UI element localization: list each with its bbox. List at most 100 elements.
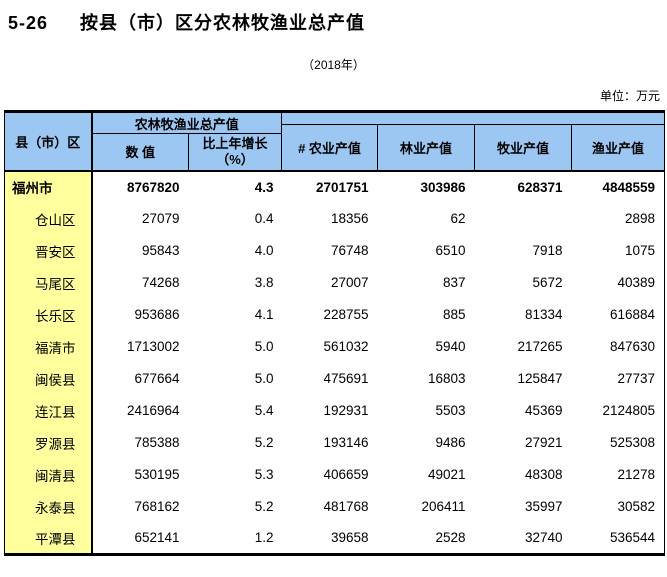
value-cell: 652141	[91, 522, 189, 555]
agriculture-cell: 193146	[281, 426, 378, 459]
fishery-cell: 2898	[571, 202, 665, 235]
value-cell: 953686	[91, 298, 189, 331]
table-body: 福州市 8767820 4.3 2701751 303986 628371 48…	[4, 169, 665, 555]
husbandry-cell: 217265	[474, 330, 572, 363]
table-row: 马尾区 74268 3.8 27007 837 5672 40389	[4, 266, 665, 299]
region-cell: 闽侯县	[4, 362, 93, 395]
agriculture-cell: 228755	[281, 298, 378, 331]
table-header: 县（市）区 农林牧渔业总产值 # 农业产值 林业产值 牧业产值 渔业产值 数 值…	[4, 111, 666, 171]
unit-label: 单位：万元	[599, 89, 660, 103]
value-cell: 8767820	[91, 169, 189, 203]
forestry-cell: 6510	[377, 234, 475, 267]
table-row: 闽清县 530195 5.3 406659 49021 48308 21278	[4, 458, 665, 491]
husbandry-cell: 5672	[474, 266, 572, 299]
header-fishery: 渔业产值	[571, 124, 666, 171]
agriculture-cell: 2701751	[281, 169, 378, 203]
husbandry-cell: 7918	[474, 234, 572, 267]
fishery-cell: 30582	[571, 490, 665, 523]
region-cell: 平潭县	[4, 522, 93, 555]
forestry-cell: 5503	[377, 394, 475, 427]
fishery-cell: 27737	[571, 362, 665, 395]
region-cell: 罗源县	[4, 426, 93, 459]
forestry-cell: 2528	[377, 522, 475, 555]
husbandry-cell: 27921	[474, 426, 572, 459]
husbandry-cell: 125847	[474, 362, 572, 395]
table-row: 晋安区 95843 4.0 76748 6510 7918 1075	[4, 234, 665, 267]
fishery-cell: 40389	[571, 266, 665, 299]
agriculture-cell: 76748	[281, 234, 378, 267]
agriculture-cell: 18356	[281, 202, 378, 235]
forestry-cell: 5940	[377, 330, 475, 363]
table-row: 福州市 8767820 4.3 2701751 303986 628371 48…	[4, 169, 665, 203]
forestry-cell: 206411	[377, 490, 475, 523]
header-growth-line1: 比上年增长	[202, 135, 268, 151]
value-cell: 27079	[91, 202, 189, 235]
table-row: 连江县 2416964 5.4 192931 5503 45369 212480…	[4, 394, 665, 427]
husbandry-cell: 35997	[474, 490, 572, 523]
header-forestry: 林业产值	[377, 124, 476, 171]
stat-table: 县（市）区 农林牧渔业总产值 # 农业产值 林业产值 牧业产值 渔业产值 数 值…	[4, 110, 666, 556]
table-row: 福清市 1713002 5.0 561032 5940 217265 84763…	[4, 330, 665, 363]
growth-cell: 4.1	[188, 298, 282, 331]
table-row: 永泰县 768162 5.2 481768 206411 35997 30582	[4, 490, 665, 523]
husbandry-cell: 628371	[474, 169, 572, 203]
fishery-cell: 525308	[571, 426, 665, 459]
forestry-cell: 16803	[377, 362, 475, 395]
forestry-cell: 9486	[377, 426, 475, 459]
header-region: 县（市）区	[4, 111, 93, 171]
growth-cell: 4.0	[188, 234, 282, 267]
fishery-cell: 536544	[571, 522, 665, 555]
agriculture-cell: 27007	[281, 266, 378, 299]
value-cell: 1713002	[91, 330, 189, 363]
fishery-cell: 847630	[571, 330, 665, 363]
fishery-cell: 2124805	[571, 394, 665, 427]
header-total-group: 农林牧渔业总产值	[90, 111, 283, 134]
page-title: 按县（市）区分农林牧渔业总产值	[80, 13, 366, 33]
value-cell: 768162	[91, 490, 189, 523]
husbandry-cell	[474, 202, 572, 235]
growth-cell: 0.4	[188, 202, 282, 235]
table-number: 5-26	[8, 13, 49, 33]
growth-cell: 5.2	[188, 426, 282, 459]
region-cell: 福清市	[4, 330, 93, 363]
agriculture-cell: 192931	[281, 394, 378, 427]
agriculture-cell: 561032	[281, 330, 378, 363]
region-cell: 仓山区	[4, 202, 93, 235]
forestry-cell: 837	[377, 266, 475, 299]
fishery-cell: 1075	[571, 234, 665, 267]
region-cell: 永泰县	[4, 490, 93, 523]
header-blank-strip	[281, 111, 666, 125]
fishery-cell: 21278	[571, 458, 665, 491]
header-value: 数 值	[91, 133, 189, 171]
title-row: 5-26 按县（市）区分农林牧渔业总产值	[0, 0, 667, 35]
header-growth-line2: （%）	[216, 151, 254, 167]
header-husbandry: 牧业产值	[474, 124, 573, 171]
value-cell: 74268	[91, 266, 189, 299]
agriculture-cell: 481768	[281, 490, 378, 523]
value-cell: 785388	[91, 426, 189, 459]
region-cell: 晋安区	[4, 234, 93, 267]
region-cell: 福州市	[4, 169, 93, 203]
table-row: 仓山区 27079 0.4 18356 62 2898	[4, 202, 665, 235]
value-cell: 677664	[91, 362, 189, 395]
fishery-cell: 616884	[571, 298, 665, 331]
husbandry-cell: 48308	[474, 458, 572, 491]
region-cell: 马尾区	[4, 266, 93, 299]
growth-cell: 5.4	[188, 394, 282, 427]
forestry-cell: 885	[377, 298, 475, 331]
fishery-cell: 4848559	[571, 169, 665, 203]
agriculture-cell: 475691	[281, 362, 378, 395]
forestry-cell: 303986	[377, 169, 475, 203]
table-row: 罗源县 785388 5.2 193146 9486 27921 525308	[4, 426, 665, 459]
growth-cell: 1.2	[188, 522, 282, 555]
husbandry-cell: 81334	[474, 298, 572, 331]
forestry-cell: 49021	[377, 458, 475, 491]
table-row: 长乐区 953686 4.1 228755 885 81334 616884	[4, 298, 665, 331]
growth-cell: 5.3	[188, 458, 282, 491]
value-cell: 95843	[91, 234, 189, 267]
husbandry-cell: 45369	[474, 394, 572, 427]
header-agriculture: # 农业产值	[281, 124, 379, 171]
header-growth: 比上年增长 （%）	[187, 133, 283, 171]
husbandry-cell: 32740	[474, 522, 572, 555]
